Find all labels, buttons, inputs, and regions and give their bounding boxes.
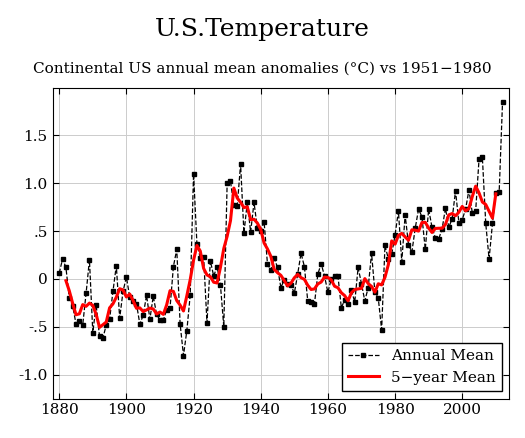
5−year Mean xyxy=(472,184,479,189)
5−year Mean xyxy=(492,191,499,196)
Annual Mean xyxy=(486,256,492,261)
Line: 5−year Mean: 5−year Mean xyxy=(66,186,496,327)
Text: U.S.Temperature: U.S.Temperature xyxy=(155,18,370,41)
Legend: Annual Mean, 5−year Mean: Annual Mean, 5−year Mean xyxy=(342,343,501,391)
Annual Mean xyxy=(86,257,92,262)
5−year Mean xyxy=(442,222,448,227)
5−year Mean xyxy=(63,278,69,283)
5−year Mean xyxy=(97,325,103,330)
5−year Mean xyxy=(321,275,328,280)
Annual Mean xyxy=(180,353,186,358)
Text: Continental US annual mean anomalies (°C) vs 1951−1980: Continental US annual mean anomalies (°C… xyxy=(33,61,492,75)
Annual Mean xyxy=(499,99,506,105)
Annual Mean xyxy=(338,305,344,310)
Line: Annual Mean: Annual Mean xyxy=(57,99,505,358)
Annual Mean xyxy=(56,271,62,276)
5−year Mean xyxy=(405,238,412,243)
Annual Mean xyxy=(476,157,482,162)
5−year Mean xyxy=(291,275,298,280)
5−year Mean xyxy=(184,293,190,298)
Annual Mean xyxy=(365,285,371,290)
5−year Mean xyxy=(83,304,89,309)
Annual Mean xyxy=(352,299,358,304)
